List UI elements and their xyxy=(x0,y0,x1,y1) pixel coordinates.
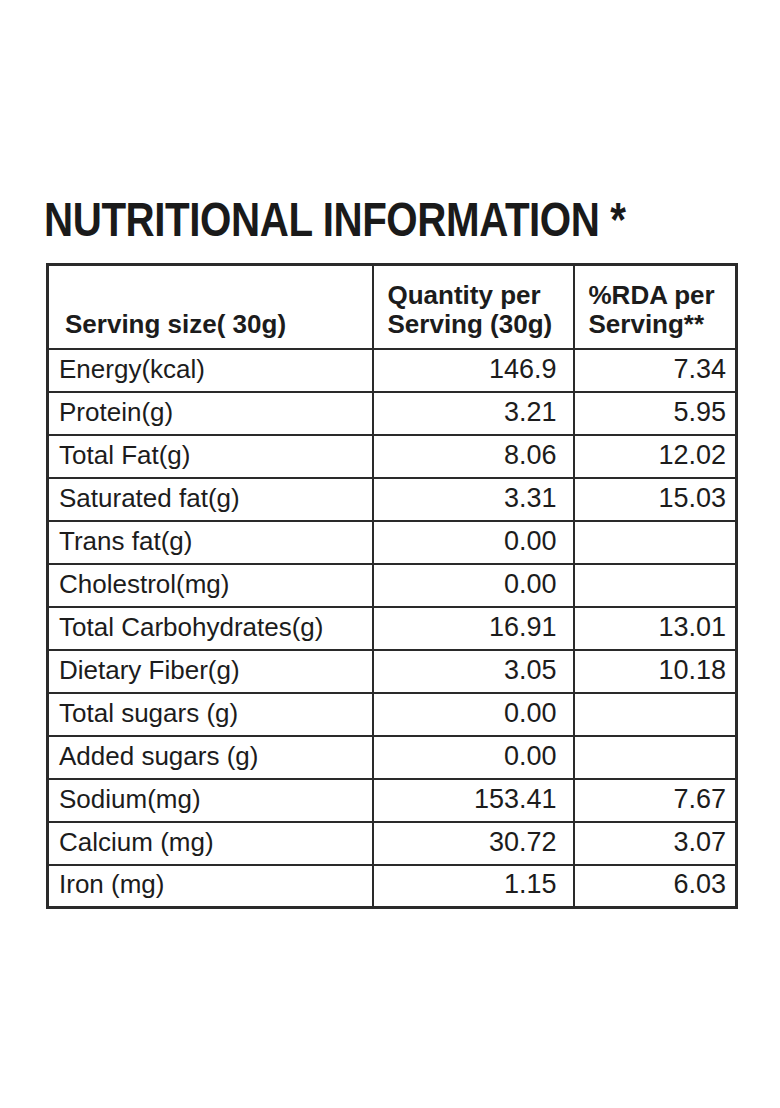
table-row: Saturated fat(g) 3.31 15.03 xyxy=(48,478,737,521)
nutrient-label: Total Carbohydrates(g) xyxy=(48,607,373,650)
col-header-line: Quantity per xyxy=(388,281,569,310)
rda-value xyxy=(574,564,737,607)
nutrient-label: Saturated fat(g) xyxy=(48,478,373,521)
col-header-line: %RDA per xyxy=(589,281,732,310)
nutrient-label: Calcium (mg) xyxy=(48,822,373,865)
col-header-serving-size: Serving size( 30g) xyxy=(48,265,373,349)
col-header-line: Serving** xyxy=(589,310,732,339)
nutrient-label: Trans fat(g) xyxy=(48,521,373,564)
rda-value: 7.34 xyxy=(574,349,737,392)
nutrient-label: Dietary Fiber(g) xyxy=(48,650,373,693)
rda-value: 5.95 xyxy=(574,392,737,435)
page-title: NUTRITIONAL INFORMATION * xyxy=(44,196,626,244)
quantity-value: 0.00 xyxy=(373,521,574,564)
rda-value: 12.02 xyxy=(574,435,737,478)
table-row: Energy(kcal) 146.9 7.34 xyxy=(48,349,737,392)
nutrient-label: Cholestrol(mg) xyxy=(48,564,373,607)
quantity-value: 30.72 xyxy=(373,822,574,865)
rda-value xyxy=(574,736,737,779)
table-row: Total sugars (g) 0.00 xyxy=(48,693,737,736)
quantity-value: 0.00 xyxy=(373,564,574,607)
nutrient-label: Total Fat(g) xyxy=(48,435,373,478)
table-row: Sodium(mg) 153.41 7.67 xyxy=(48,779,737,822)
table-row: Protein(g) 3.21 5.95 xyxy=(48,392,737,435)
rda-value xyxy=(574,521,737,564)
quantity-value: 3.05 xyxy=(373,650,574,693)
table-row: Total Fat(g) 8.06 12.02 xyxy=(48,435,737,478)
quantity-value: 16.91 xyxy=(373,607,574,650)
rda-value: 6.03 xyxy=(574,865,737,908)
quantity-value: 8.06 xyxy=(373,435,574,478)
nutrient-label: Added sugars (g) xyxy=(48,736,373,779)
col-header-line: Serving (30g) xyxy=(388,310,569,339)
rda-value: 7.67 xyxy=(574,779,737,822)
quantity-value: 0.00 xyxy=(373,693,574,736)
table-row: Added sugars (g) 0.00 xyxy=(48,736,737,779)
nutrition-table: Serving size( 30g) Quantity per Serving … xyxy=(46,263,738,909)
header-row: Serving size( 30g) Quantity per Serving … xyxy=(48,265,737,349)
table-row: Calcium (mg) 30.72 3.07 xyxy=(48,822,737,865)
rda-value: 10.18 xyxy=(574,650,737,693)
rda-value: 3.07 xyxy=(574,822,737,865)
rda-value: 15.03 xyxy=(574,478,737,521)
col-header-quantity-per-serving: Quantity per Serving (30g) xyxy=(373,265,574,349)
quantity-value: 0.00 xyxy=(373,736,574,779)
nutrient-label: Sodium(mg) xyxy=(48,779,373,822)
quantity-value: 3.31 xyxy=(373,478,574,521)
quantity-value: 1.15 xyxy=(373,865,574,908)
quantity-value: 153.41 xyxy=(373,779,574,822)
rda-value xyxy=(574,693,737,736)
nutrient-label: Energy(kcal) xyxy=(48,349,373,392)
quantity-value: 3.21 xyxy=(373,392,574,435)
nutrition-label-page: NUTRITIONAL INFORMATION * Serving size( … xyxy=(0,0,780,1108)
nutrient-label: Iron (mg) xyxy=(48,865,373,908)
table-row: Trans fat(g) 0.00 xyxy=(48,521,737,564)
col-header-line: Serving size( 30g) xyxy=(65,310,368,339)
table-row: Total Carbohydrates(g) 16.91 13.01 xyxy=(48,607,737,650)
table-row: Dietary Fiber(g) 3.05 10.18 xyxy=(48,650,737,693)
rda-value: 13.01 xyxy=(574,607,737,650)
quantity-value: 146.9 xyxy=(373,349,574,392)
col-header-rda-per-serving: %RDA per Serving** xyxy=(574,265,737,349)
nutrient-label: Total sugars (g) xyxy=(48,693,373,736)
nutrient-label: Protein(g) xyxy=(48,392,373,435)
table-row: Cholestrol(mg) 0.00 xyxy=(48,564,737,607)
table-row: Iron (mg) 1.15 6.03 xyxy=(48,865,737,908)
